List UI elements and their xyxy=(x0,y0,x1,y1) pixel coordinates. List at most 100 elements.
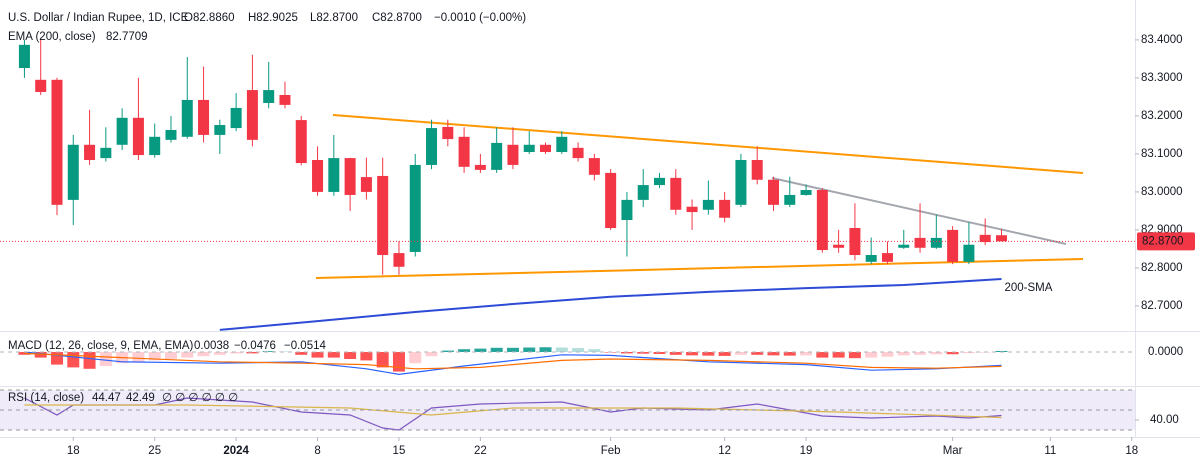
candle-body xyxy=(800,190,812,195)
candle-body xyxy=(491,142,503,170)
candle-body xyxy=(849,228,861,255)
macd-histogram-bar xyxy=(620,351,633,354)
macd-histogram-bar xyxy=(995,350,1008,352)
y-tick-label: 0.0000 xyxy=(1148,346,1183,358)
candle-body xyxy=(474,164,486,170)
candle-body xyxy=(100,147,112,159)
y-tick-label: 83.2000 xyxy=(1141,110,1183,122)
macd-histogram-bar xyxy=(816,351,829,358)
candle-body xyxy=(637,185,649,200)
macd-histogram-bar xyxy=(34,351,47,358)
macd-histogram-bar xyxy=(425,351,438,357)
macd-histogram-bar xyxy=(653,351,666,354)
macd-histogram-bar xyxy=(246,351,259,354)
candle-body xyxy=(767,179,779,205)
trend-line xyxy=(332,114,1084,174)
candle-body xyxy=(588,158,600,175)
ohlc-value: H82.9025 xyxy=(248,12,298,24)
indicator-name: RSI (14, close) xyxy=(8,392,84,404)
ohlc-value: O82.8860 xyxy=(184,12,235,24)
macd-histogram-bar xyxy=(588,349,601,352)
macd-histogram-bar xyxy=(539,347,552,352)
indicator-value: 82.7709 xyxy=(106,31,148,43)
macd-histogram-bar xyxy=(506,347,519,352)
y-tick-label: 83.3000 xyxy=(1141,72,1183,84)
candle-body xyxy=(881,253,893,262)
candle-body xyxy=(654,177,666,186)
x-tick-label: Mar xyxy=(943,445,963,457)
indicator-value: −0.0514 xyxy=(284,340,326,352)
macd-histogram-bar xyxy=(767,351,780,356)
macd-histogram-bar xyxy=(734,351,747,355)
x-tick-label: 18 xyxy=(67,445,80,457)
x-tick-label: 8 xyxy=(314,445,320,457)
macd-histogram-bar xyxy=(50,351,63,365)
macd-histogram-bar xyxy=(946,351,959,355)
candle-body xyxy=(442,126,454,140)
macd-histogram-bar xyxy=(164,351,177,359)
candle-body xyxy=(507,144,519,165)
candle-body xyxy=(344,158,356,195)
macd-histogram-bar xyxy=(197,351,210,357)
candle-body xyxy=(702,199,714,210)
macd-histogram-bar xyxy=(669,351,682,355)
macd-histogram-bar xyxy=(441,350,454,352)
macd-histogram-bar xyxy=(962,351,975,354)
rsi-line xyxy=(24,397,1002,431)
candle-body xyxy=(377,175,389,255)
macd-histogram-bar xyxy=(213,351,226,355)
candle-body xyxy=(963,244,975,262)
candle-body xyxy=(458,136,470,167)
candle-body xyxy=(181,99,193,137)
macd-histogram-bar xyxy=(360,351,373,361)
candle-body xyxy=(719,199,731,218)
candle-body xyxy=(751,159,763,180)
candle-body xyxy=(132,117,144,156)
macd-histogram-bar xyxy=(83,351,96,369)
last-price-box xyxy=(1137,232,1195,251)
ohlc-value: L82.8700 xyxy=(310,12,358,24)
macd-histogram-bar xyxy=(637,351,650,354)
trend-line xyxy=(315,258,1084,279)
macd-histogram-bar xyxy=(523,347,536,352)
x-tick-label: 22 xyxy=(474,445,487,457)
ema-line xyxy=(219,278,1002,331)
candle-body xyxy=(898,244,910,248)
macd-histogram-bar xyxy=(67,351,80,368)
indicator-value: 44.47 xyxy=(92,392,121,404)
candle-body xyxy=(686,206,698,213)
macd-histogram-bar xyxy=(832,351,845,358)
macd-histogram-bar xyxy=(555,347,568,352)
candle-body xyxy=(995,235,1007,242)
macd-line xyxy=(24,352,1002,370)
macd-histogram-bar xyxy=(230,351,243,354)
candle-body xyxy=(816,190,828,251)
macd-histogram-bar xyxy=(262,351,275,352)
candle-body xyxy=(246,90,258,140)
rsi-line xyxy=(24,404,1002,419)
indicator-value: −0.0476 xyxy=(234,340,276,352)
trend-line xyxy=(771,177,1067,245)
candle-body xyxy=(230,107,242,129)
macd-histogram-bar xyxy=(572,348,585,352)
y-tick-label: 83.4000 xyxy=(1141,34,1183,46)
candle-body xyxy=(35,79,47,92)
macd-histogram-bar xyxy=(181,351,194,358)
macd-histogram-bar xyxy=(376,351,389,368)
candle-body xyxy=(198,99,210,135)
indicator-name: EMA (200, close) xyxy=(8,31,96,43)
macd-histogram-bar xyxy=(783,351,796,356)
candle-body xyxy=(621,199,633,221)
x-tick-label: Feb xyxy=(601,445,621,457)
y-tick-label: 82.8000 xyxy=(1141,262,1183,274)
candle-body xyxy=(865,254,877,262)
x-tick-label: 25 xyxy=(148,445,161,457)
candle-body xyxy=(947,229,959,262)
candle-body xyxy=(312,159,324,192)
candle-body xyxy=(670,177,682,210)
chart-title: U.S. Dollar / Indian Rupee, 1D, ICE xyxy=(8,12,189,24)
candle-body xyxy=(360,177,372,192)
candle-body xyxy=(51,79,63,205)
